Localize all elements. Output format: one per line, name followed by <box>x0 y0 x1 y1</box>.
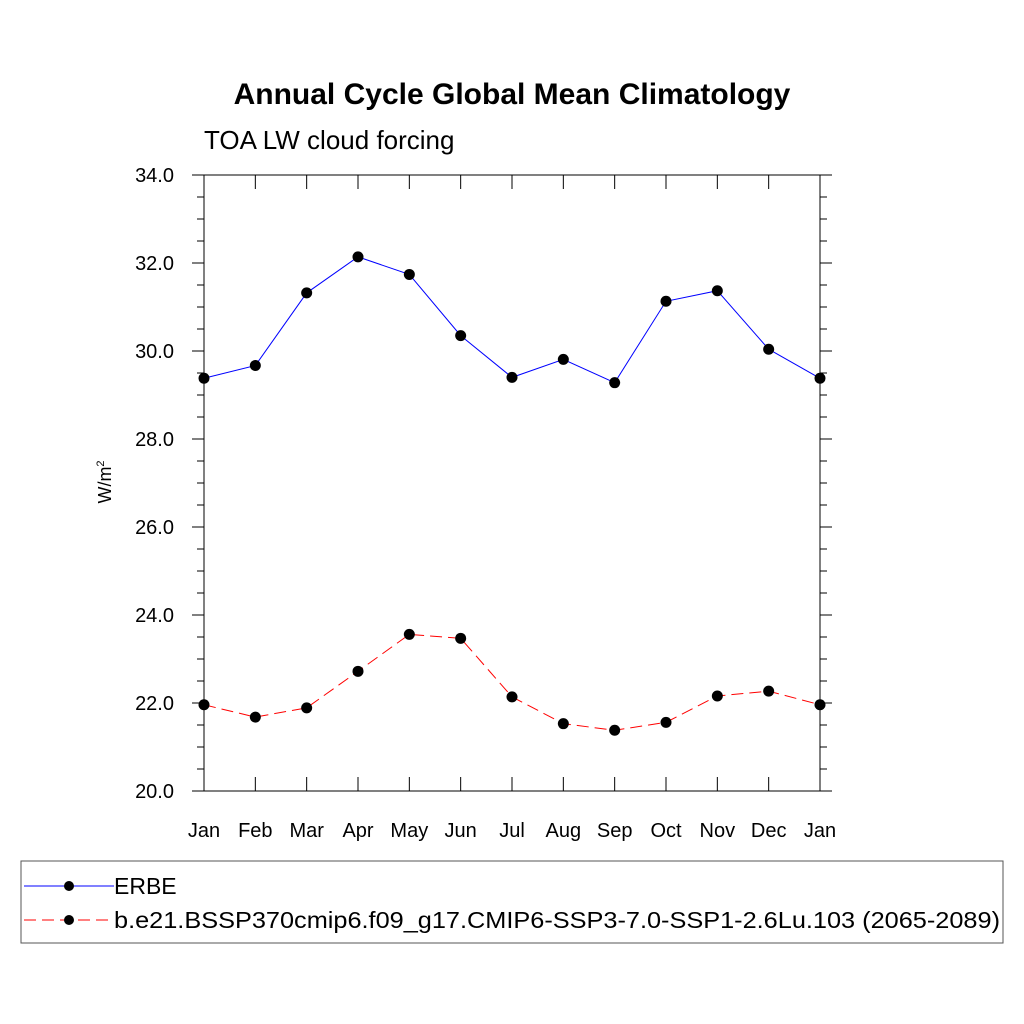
series-1-point <box>711 690 723 702</box>
x-tick-label: Jan <box>804 820 836 842</box>
series-0-point <box>711 285 723 297</box>
legend-marker-erbe <box>64 881 74 891</box>
series-0-point <box>301 287 313 299</box>
x-tick-label: May <box>390 820 428 842</box>
series-1-point <box>609 724 621 736</box>
axis-ticks <box>192 174 832 792</box>
series-1-point <box>557 718 569 730</box>
chart-subtitle: TOA LW cloud forcing <box>204 125 454 155</box>
y-axis-label: W/m2 <box>95 460 115 503</box>
x-tick-label: Apr <box>342 820 373 842</box>
x-tick-label: Mar <box>289 820 324 842</box>
x-tick-label: Dec <box>751 820 787 842</box>
y-tick-label: 32.0 <box>135 253 174 275</box>
series-1-point <box>660 716 672 728</box>
series-0-point <box>557 353 569 365</box>
series-0-point <box>763 343 775 355</box>
y-tick-label: 24.0 <box>135 605 174 627</box>
series-0-point <box>403 268 415 280</box>
x-tick-label: Feb <box>238 820 272 842</box>
x-tick-label: Jul <box>499 820 525 842</box>
series-1-point <box>403 628 415 640</box>
series-1-point <box>455 632 467 644</box>
y-tick-label: 22.0 <box>135 693 174 715</box>
series-0-point <box>660 295 672 307</box>
y-tick-label: 20.0 <box>135 781 174 803</box>
y-tick-label: 28.0 <box>135 429 174 451</box>
series-0-point <box>352 251 364 263</box>
legend-marker-model <box>64 915 74 925</box>
x-tick-label: Aug <box>546 820 582 842</box>
x-tick-label: Sep <box>597 820 633 842</box>
x-tick-label: Jun <box>445 820 477 842</box>
legend: ERBE b.e21.BSSP370cmip6.f09_g17.CMIP6-SS… <box>20 860 1004 944</box>
series-1-point <box>506 691 518 703</box>
series-line-1 <box>203 633 821 731</box>
series-0-point <box>249 360 261 372</box>
y-tick-label: 34.0 <box>135 165 174 187</box>
tick-labels: Jan Feb Mar Apr May Jun Jul Aug Sep Oct Nov Dec Jan 2… <box>135 165 836 842</box>
series-0-point <box>506 371 518 383</box>
y-tick-label: 30.0 <box>135 341 174 363</box>
y-tick-label: 26.0 <box>135 517 174 539</box>
legend-label-model: b.e21.BSSP370cmip6.f09_g17.CMIP6-SSP3-7.… <box>114 907 1000 933</box>
series-layer <box>198 251 826 736</box>
series-1-point <box>249 711 261 723</box>
series-1-point <box>301 702 313 714</box>
x-tick-label: Nov <box>700 820 736 842</box>
legend-label-erbe: ERBE <box>114 873 177 899</box>
series-line-0 <box>203 256 821 384</box>
legend-box <box>20 860 1004 944</box>
series-1-point <box>352 665 364 677</box>
series-1-point <box>763 685 775 697</box>
x-tick-label: Oct <box>650 820 682 842</box>
series-0-point <box>609 377 621 389</box>
chart-title: Annual Cycle Global Mean Climatology <box>234 78 791 111</box>
plot-frame <box>203 174 821 792</box>
series-0-point <box>455 330 467 342</box>
x-tick-label: Jan <box>188 820 220 842</box>
